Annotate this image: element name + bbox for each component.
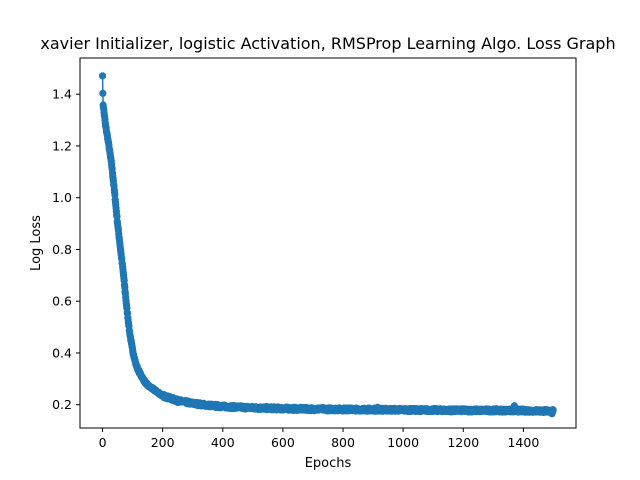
x-tick-label: 800	[331, 435, 355, 450]
x-tick-label: 1000	[387, 435, 419, 450]
data-point	[195, 399, 203, 408]
y-tick-label: 0.6	[52, 294, 72, 309]
data-point	[99, 89, 107, 97]
y-tick-label: 0.8	[52, 242, 72, 257]
y-tick-label: 1.4	[52, 87, 72, 102]
x-axis-label: Epochs	[305, 456, 352, 471]
chart-title: xavier Initializer, logistic Activation,…	[40, 34, 615, 53]
series-layer	[98, 72, 557, 418]
x-axis-ticks: 0 200 400 600 800 1000 1200 1400	[99, 428, 539, 450]
x-tick-label: 1400	[507, 435, 539, 450]
y-tick-label: 1.0	[52, 190, 72, 205]
y-axis-label: Log Loss	[29, 215, 44, 271]
x-tick-label: 1200	[447, 435, 479, 450]
y-axis-ticks: 0.2 0.4 0.6 0.8 1.0 1.2 1.4	[52, 87, 80, 412]
plot-frame	[79, 57, 577, 429]
x-tick-label: 200	[151, 435, 175, 450]
y-tick-label: 0.2	[52, 397, 72, 412]
x-tick-label: 0	[99, 435, 107, 450]
data-point	[510, 402, 518, 410]
data-point	[374, 403, 382, 411]
y-tick-label: 1.2	[52, 138, 72, 153]
loss-line	[101, 75, 554, 415]
y-tick-label: 0.4	[52, 345, 72, 360]
data-point	[548, 410, 556, 418]
x-tick-label: 600	[271, 435, 295, 450]
data-point	[98, 72, 107, 80]
x-tick-label: 400	[211, 435, 235, 450]
